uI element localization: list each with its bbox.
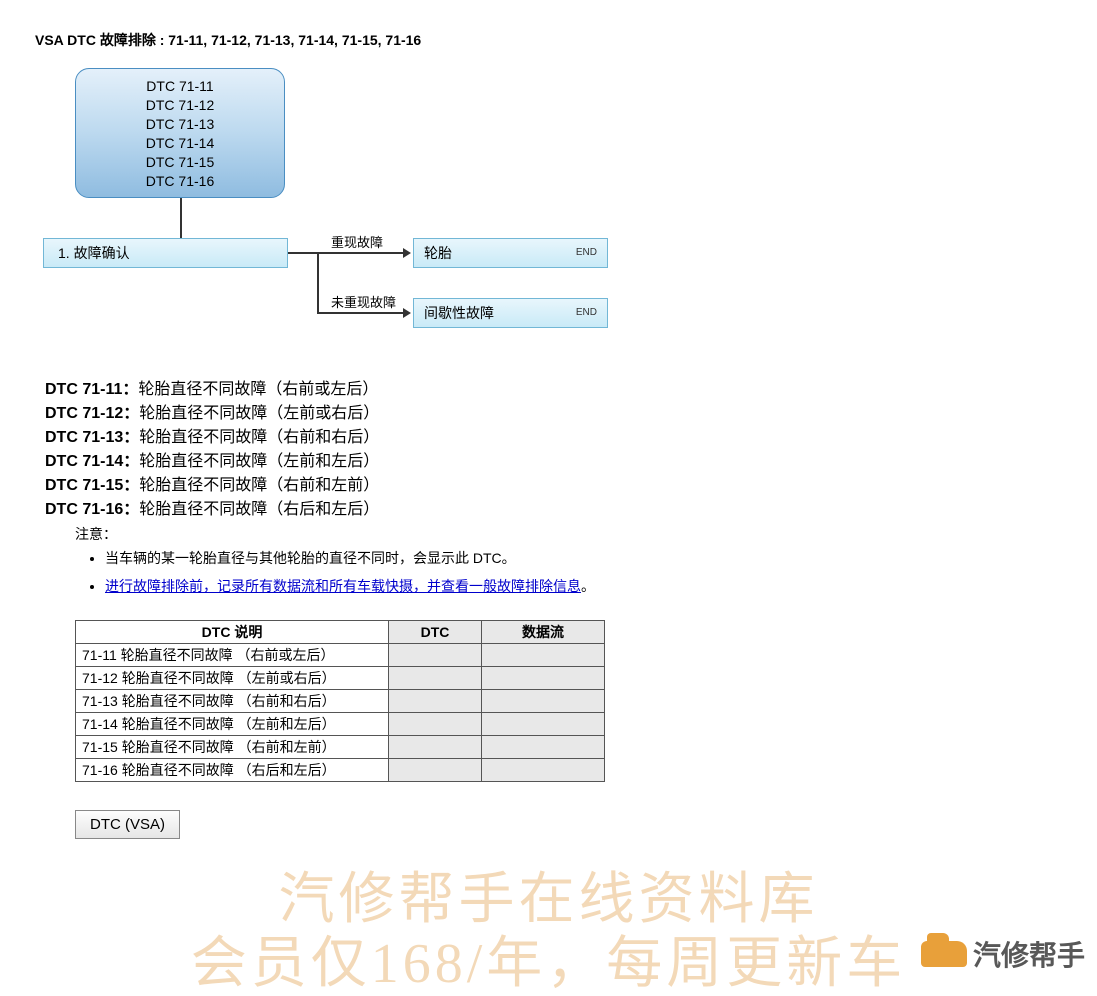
table-header-row: DTC 说明 DTC 数据流 <box>76 621 605 644</box>
branch-label-2: 未重现故障 <box>331 292 396 311</box>
note-link[interactable]: 进行故障排除前，记录所有数据流和所有车载快摄，并查看一般故障排除信息 <box>105 578 581 594</box>
dtc-def-row: DTC 71-15：轮胎直径不同故障（右前和左前） <box>45 474 1062 498</box>
flowchart-start-node: DTC 71-11 DTC 71-12 DTC 71-13 DTC 71-14 … <box>75 68 285 198</box>
flowchart-step-1: 1. 故障确认 <box>43 238 288 268</box>
dtc-def-row: DTC 71-16：轮胎直径不同故障（右后和左后） <box>45 498 1062 522</box>
result-text: 间歇性故障 <box>424 299 494 327</box>
dtc-table: DTC 说明 DTC 数据流 71-11 轮胎直径不同故障 （右前或左后） 71… <box>75 620 605 782</box>
table-row: 71-12 轮胎直径不同故障 （左前或右后） <box>76 667 605 690</box>
table-row: 71-11 轮胎直径不同故障 （右前或左后） <box>76 644 605 667</box>
start-line: DTC 71-13 <box>76 115 284 134</box>
note-tail: 。 <box>581 578 595 594</box>
arrow-icon <box>403 308 411 318</box>
start-line: DTC 71-15 <box>76 153 284 172</box>
note-item: 当车辆的某一轮胎直径与其他轮胎的直径不同时，会显示此 DTC。 <box>105 548 1062 568</box>
note-item: 进行故障排除前，记录所有数据流和所有车载快摄，并查看一般故障排除信息。 <box>105 576 1062 596</box>
table-row: 71-16 轮胎直径不同故障 （右后和左后） <box>76 759 605 782</box>
result-text: 轮胎 <box>424 239 452 267</box>
notes-list: 当车辆的某一轮胎直径与其他轮胎的直径不同时，会显示此 DTC。 进行故障排除前，… <box>85 548 1062 596</box>
dtc-def-row: DTC 71-12：轮胎直径不同故障（左前或右后） <box>45 402 1062 426</box>
watermark-logo-text: 汽修帮手 <box>973 934 1085 974</box>
flowchart: DTC 71-11 DTC 71-12 DTC 71-13 DTC 71-14 … <box>43 68 663 358</box>
car-icon <box>921 941 967 967</box>
branch-label-1: 重现故障 <box>331 232 383 251</box>
dtc-vsa-button[interactable]: DTC (VSA) <box>75 810 180 839</box>
table-header: DTC 说明 <box>76 621 389 644</box>
dtc-def-row: DTC 71-13：轮胎直径不同故障（右前和右后） <box>45 426 1062 450</box>
note-heading: 注意： <box>75 524 1062 544</box>
start-line: DTC 71-16 <box>76 172 284 191</box>
connector <box>180 198 182 238</box>
start-line: DTC 71-14 <box>76 134 284 153</box>
dtc-definitions: DTC 71-11：轮胎直径不同故障（右前或左后） DTC 71-12：轮胎直径… <box>45 378 1062 522</box>
connector <box>288 252 318 254</box>
start-line: DTC 71-12 <box>76 96 284 115</box>
arrow-icon <box>403 248 411 258</box>
watermark-logo: 汽修帮手 <box>921 934 1085 974</box>
connector <box>317 252 319 312</box>
end-label: END <box>576 299 597 327</box>
table-header: 数据流 <box>482 621 605 644</box>
table-header: DTC <box>389 621 482 644</box>
flowchart-result-2: 间歇性故障 END <box>413 298 608 328</box>
dtc-def-row: DTC 71-14：轮胎直径不同故障（左前和左后） <box>45 450 1062 474</box>
page-title: VSA DTC 故障排除 : 71-11, 71-12, 71-13, 71-1… <box>35 30 1062 50</box>
table-row: 71-14 轮胎直径不同故障 （左前和左后） <box>76 713 605 736</box>
watermark-text: 汽修帮手在线资料库 会员仅168/年，每周更新车 <box>0 868 1097 996</box>
connector <box>317 312 405 314</box>
connector <box>317 252 405 254</box>
dtc-def-row: DTC 71-11：轮胎直径不同故障（右前或左后） <box>45 378 1062 402</box>
table-row: 71-15 轮胎直径不同故障 （右前和左前） <box>76 736 605 759</box>
flowchart-result-1: 轮胎 END <box>413 238 608 268</box>
table-row: 71-13 轮胎直径不同故障 （右前和右后） <box>76 690 605 713</box>
start-line: DTC 71-11 <box>76 77 284 96</box>
end-label: END <box>576 239 597 267</box>
